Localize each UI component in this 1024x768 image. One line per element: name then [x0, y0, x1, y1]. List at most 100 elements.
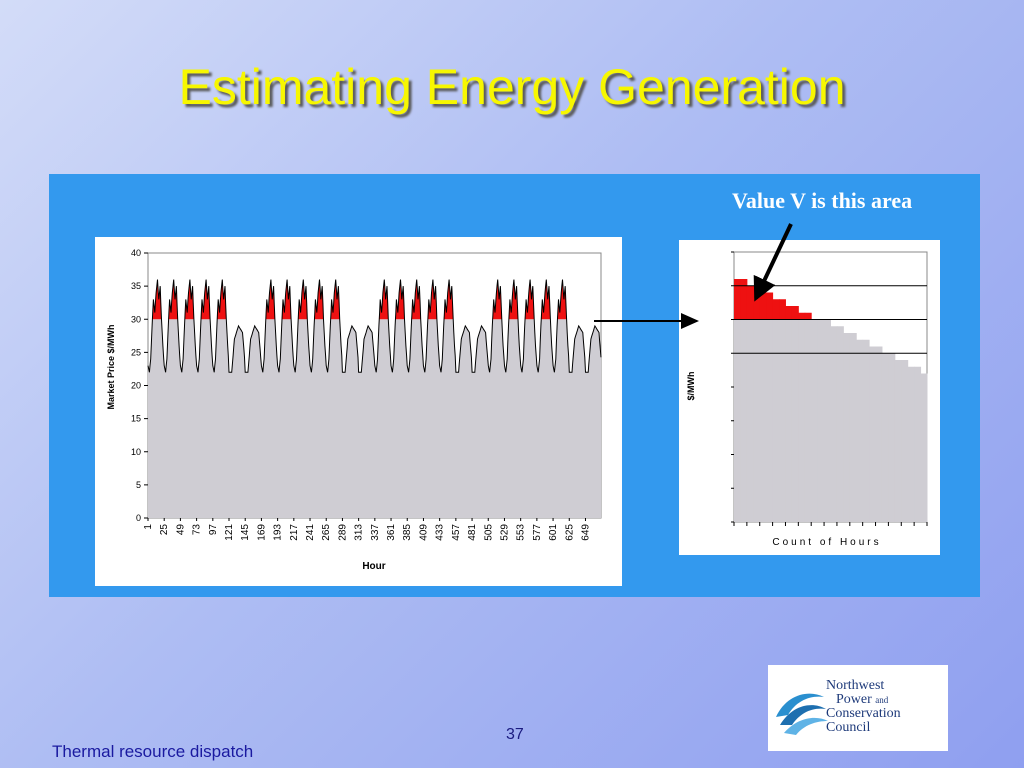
- price-duration-bar: [862, 339, 870, 522]
- price-duration-bar: [849, 333, 857, 522]
- price-duration-bar: [824, 319, 831, 522]
- council-logo: Northwest Power and Conservation Council: [768, 665, 948, 751]
- price-duration-bar: [798, 319, 806, 522]
- hourly-price-y-tick-label: 5: [136, 480, 141, 490]
- hourly-price-x-tick-label: 409: [418, 524, 429, 541]
- wave-icon: [776, 693, 828, 735]
- price-duration-bar: [830, 326, 838, 522]
- price-duration-bar: [888, 353, 896, 522]
- hourly-price-y-ticks: 0 5 10 15 20 25 30 35 40: [131, 248, 148, 523]
- price-duration-bar: [766, 319, 774, 522]
- hourly-price-x-tick-label: 169: [256, 524, 267, 541]
- logo-line-2-small: and: [875, 695, 889, 705]
- price-duration-bar: [843, 333, 851, 522]
- hourly-price-x-tick-label: 337: [370, 524, 381, 541]
- hourly-price-x-tick-label: 49: [175, 524, 186, 536]
- hourly-price-y-tick-label: 30: [131, 314, 141, 324]
- hourly-price-x-tick-label: 313: [354, 524, 365, 541]
- price-duration-bar: [740, 319, 748, 522]
- price-duration-bar: [914, 366, 922, 522]
- price-duration-bar-above: [746, 285, 754, 320]
- figure-panel: 0 5 10 15 20 25 30 35 40 1 25 49 73 97 121 145 169 193 21…: [49, 174, 980, 597]
- price-duration-bar: [856, 339, 864, 522]
- hourly-price-y-tick-label: 35: [131, 281, 141, 291]
- hourly-price-x-tick-label: 145: [240, 524, 251, 541]
- price-duration-bar-above: [734, 279, 741, 320]
- price-duration-bar: [836, 326, 844, 522]
- hourly-price-y-tick-label: 40: [131, 248, 141, 258]
- hourly-price-x-tick-label: 73: [192, 524, 203, 536]
- hourly-price-x-tick-label: 289: [337, 524, 348, 541]
- hourly-price-x-tick-label: 25: [159, 524, 170, 536]
- price-duration-bar: [811, 319, 819, 522]
- hourly-price-y-tick-label: 15: [131, 414, 141, 424]
- hourly-price-x-tick-label: 265: [321, 524, 332, 541]
- slide-title: Estimating Energy Generation: [178, 59, 846, 115]
- hourly-price-x-tick-label: 577: [532, 524, 543, 541]
- price-duration-bar-above: [766, 292, 774, 320]
- price-duration-bar: [907, 366, 915, 522]
- logo-line-2-main: Power: [836, 692, 872, 707]
- price-duration-bar-above: [759, 292, 767, 320]
- hourly-price-x-tick-label: 649: [580, 524, 591, 541]
- price-duration-bar: [753, 319, 761, 522]
- price-duration-chart-svg: $/MWh Count of Hours: [686, 251, 928, 548]
- price-duration-bar: [920, 373, 928, 522]
- hourly-price-y-tick-label: 0: [136, 513, 141, 523]
- hourly-price-chart-svg: 0 5 10 15 20 25 30 35 40 1 25 49 73 97 121 145 169 193 21…: [106, 248, 602, 572]
- footer-text: Thermal resource dispatch: [52, 742, 254, 761]
- price-duration-bar: [759, 319, 767, 522]
- price-duration-bar: [881, 353, 889, 522]
- price-duration-bar: [791, 319, 799, 522]
- price-duration-bar-above: [772, 299, 780, 320]
- price-duration-bar: [901, 360, 909, 522]
- hourly-price-x-tick-label: 625: [564, 524, 575, 541]
- hourly-price-x-label: Hour: [362, 561, 385, 572]
- price-duration-y-ticks: [731, 251, 734, 523]
- price-duration-x-label: Count of Hours: [772, 537, 881, 548]
- hourly-price-x-tick-label: 1: [143, 524, 154, 530]
- logo-line-2: Power and: [826, 693, 901, 707]
- price-duration-bar-above: [791, 306, 799, 320]
- price-duration-bar: [772, 319, 780, 522]
- hourly-price-x-tick-label: 385: [402, 524, 413, 541]
- hourly-price-x-ticks: 1 25 49 73 97 121 145 169 193 217 241 265 289 313 337 3…: [143, 518, 591, 541]
- price-duration-x-ticks: [733, 522, 928, 526]
- price-duration-bar: [734, 319, 741, 522]
- hourly-price-x-tick-label: 361: [386, 524, 397, 541]
- hourly-price-x-tick-label: 457: [451, 524, 462, 541]
- hourly-price-x-tick-label: 529: [499, 524, 510, 541]
- price-duration-bar: [875, 346, 883, 522]
- price-duration-bar-above: [785, 306, 793, 320]
- hourly-price-plot: [147, 252, 602, 519]
- page-number: 37: [506, 726, 524, 743]
- price-duration-bar: [894, 360, 902, 522]
- price-duration-chart: $/MWh Count of Hours: [679, 240, 940, 555]
- hourly-price-x-tick-label: 553: [516, 524, 527, 541]
- hourly-price-area-below: [148, 319, 601, 518]
- price-duration-bar: [804, 319, 812, 522]
- hourly-price-x-tick-label: 505: [483, 524, 494, 541]
- price-duration-bar-above: [798, 312, 806, 320]
- hourly-price-x-tick-label: 217: [289, 524, 300, 541]
- hourly-price-line: [147, 279, 602, 373]
- hourly-price-y-tick-label: 25: [131, 347, 141, 357]
- hourly-price-x-tick-label: 433: [435, 524, 446, 541]
- hourly-price-x-tick-label: 601: [548, 524, 559, 541]
- hourly-price-x-tick-label: 121: [224, 524, 235, 541]
- logo-text: Northwest Power and Conservation Council: [826, 679, 901, 735]
- price-duration-bar: [746, 319, 754, 522]
- logo-line-4: Council: [826, 720, 871, 735]
- price-duration-bar: [869, 346, 877, 522]
- hourly-price-x-tick-label: 97: [208, 524, 219, 536]
- logo-line-3: Conservation: [826, 706, 901, 721]
- hourly-price-chart: 0 5 10 15 20 25 30 35 40 1 25 49 73 97 121 145 169 193 21…: [95, 237, 622, 586]
- hourly-price-x-tick-label: 481: [467, 524, 478, 541]
- callout-text: Value V is this area: [732, 188, 913, 213]
- price-duration-y-label: $/MWh: [686, 372, 696, 401]
- price-duration-bar-above: [779, 299, 786, 320]
- logo-line-1: Northwest: [826, 678, 885, 693]
- hourly-price-x-tick-label: 241: [305, 524, 316, 541]
- hourly-price-y-label: Market Price $/MWh: [106, 324, 116, 409]
- price-duration-bar-above: [804, 312, 812, 320]
